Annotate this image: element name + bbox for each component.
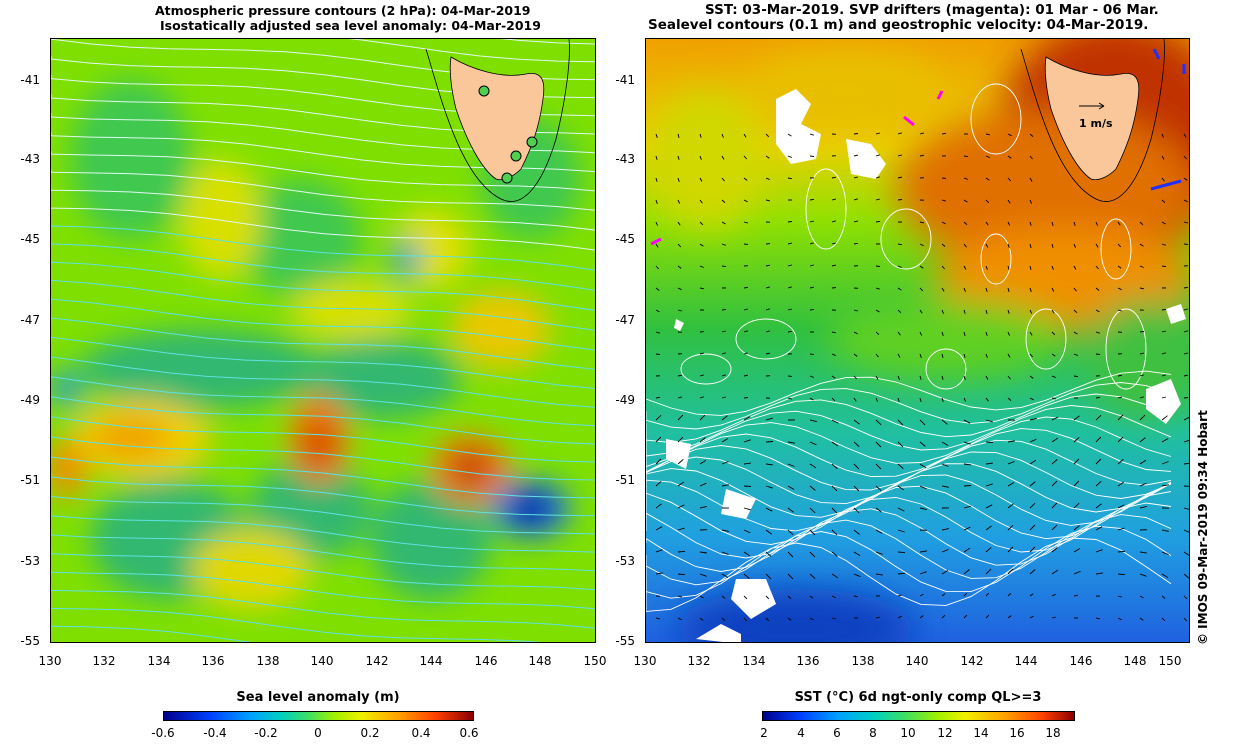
left-ytick: -49 xyxy=(20,393,40,407)
right-xtick: 136 xyxy=(796,654,820,668)
left-xtick: 142 xyxy=(365,654,389,668)
sst-colorbar-tick: 4 xyxy=(797,726,805,740)
left-xtick: 148 xyxy=(528,654,552,668)
sla-colorbar-tick: 0.2 xyxy=(360,726,380,740)
sst-colorbar-tick: 6 xyxy=(833,726,841,740)
right-xtick: 150 xyxy=(1158,654,1182,668)
right-ytick: -43 xyxy=(615,152,635,166)
left-title-line2: Isostatically adjusted sea level anomaly… xyxy=(160,18,541,33)
left-ytick: -53 xyxy=(20,554,40,568)
left-xtick: 132 xyxy=(92,654,116,668)
right-xtick: 148 xyxy=(1123,654,1147,668)
right-ytick: -41 xyxy=(615,73,635,87)
sla-colorbar-tick: -0.4 xyxy=(203,726,227,740)
right-ytick: -51 xyxy=(615,473,635,487)
imos-credit: © IMOS 09-Mar-2019 09:34 Hobart xyxy=(1196,410,1210,645)
right-ytick: -53 xyxy=(615,554,635,568)
left-xtick: 136 xyxy=(201,654,225,668)
left-xtick: 134 xyxy=(147,654,171,668)
sst-colorbar xyxy=(762,711,1075,721)
right-ytick: -55 xyxy=(615,634,635,648)
right-title-line2: Sealevel contours (0.1 m) and geostrophi… xyxy=(648,17,1149,33)
left-xtick: 130 xyxy=(38,654,62,668)
right-xtick: 144 xyxy=(1014,654,1038,668)
sla-colorbar-title: Sea level anomaly (m) xyxy=(236,690,400,705)
sst-colorbar-tick: 2 xyxy=(760,726,768,740)
sst-map: 1 m/s xyxy=(645,38,1190,643)
right-xtick: 138 xyxy=(851,654,875,668)
sla-colorbar xyxy=(163,711,474,721)
right-xtick: 146 xyxy=(1069,654,1093,668)
right-ytick: -45 xyxy=(615,232,635,246)
right-xtick: 140 xyxy=(905,654,929,668)
right-ytick: -49 xyxy=(615,393,635,407)
right-xtick: 132 xyxy=(687,654,711,668)
right-xtick: 130 xyxy=(633,654,657,668)
sla-colorbar-tick: 0.4 xyxy=(411,726,431,740)
right-ytick: -47 xyxy=(615,313,635,327)
sla-colorbar-tick: -0.6 xyxy=(151,726,175,740)
right-title-line1: SST: 03-Mar-2019. SVP drifters (magenta)… xyxy=(705,2,1159,18)
left-title-line1: Atmospheric pressure contours (2 hPa): 0… xyxy=(155,3,531,18)
right-xtick: 142 xyxy=(960,654,984,668)
left-ytick: -51 xyxy=(20,473,40,487)
sst-colorbar-title: SST (°C) 6d ngt-only comp QL>=3 xyxy=(794,690,1042,705)
left-ytick: -55 xyxy=(20,634,40,648)
sst-colorbar-tick: 16 xyxy=(1009,726,1025,740)
velocity-scale-label: 1 m/s xyxy=(1079,117,1113,130)
right-xtick: 134 xyxy=(742,654,766,668)
left-xtick: 150 xyxy=(583,654,607,668)
left-ytick: -47 xyxy=(20,313,40,327)
left-xtick: 144 xyxy=(419,654,443,668)
sla-colorbar-tick: -0.2 xyxy=(254,726,278,740)
sst-colorbar-tick: 18 xyxy=(1045,726,1061,740)
left-xtick: 140 xyxy=(310,654,334,668)
sla-colorbar-tick: 0 xyxy=(314,726,322,740)
sea-level-anomaly-map xyxy=(50,38,596,643)
sst-colorbar-tick: 12 xyxy=(937,726,953,740)
sla-colorbar-tick: 0.6 xyxy=(459,726,479,740)
left-xtick: 146 xyxy=(474,654,498,668)
left-xtick: 138 xyxy=(256,654,280,668)
sst-colorbar-tick: 10 xyxy=(900,726,916,740)
sst-colorbar-tick: 14 xyxy=(973,726,989,740)
sst-colorbar-tick: 8 xyxy=(869,726,877,740)
left-ytick: -43 xyxy=(20,152,40,166)
left-ytick: -41 xyxy=(20,73,40,87)
left-ytick: -45 xyxy=(20,232,40,246)
